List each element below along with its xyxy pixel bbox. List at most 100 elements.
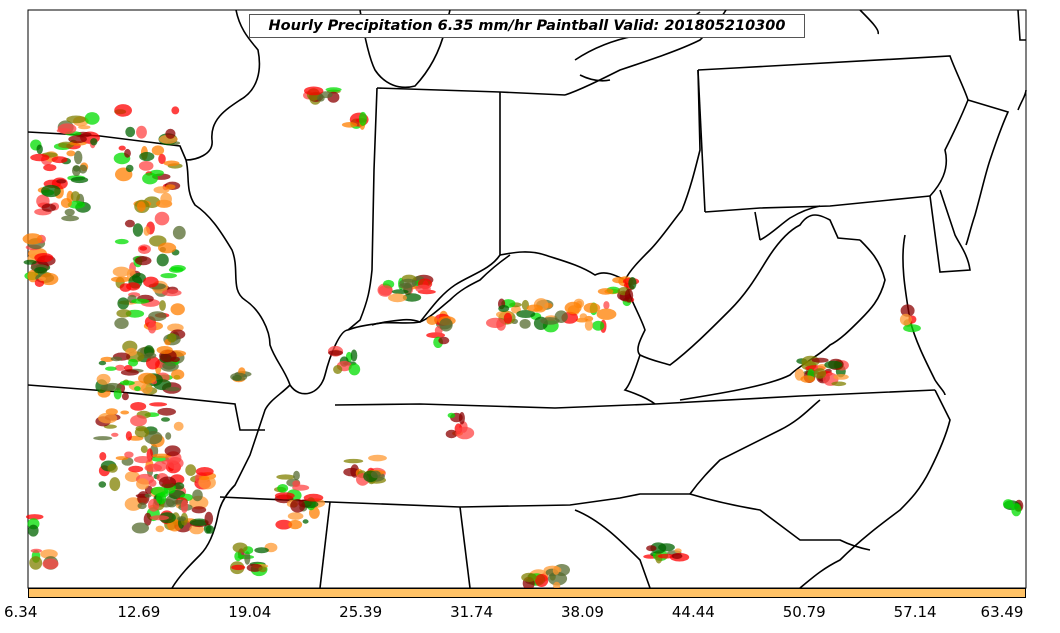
missouri-arkansas-border xyxy=(27,384,265,431)
illinois-west-border xyxy=(185,159,349,395)
precip-blob xyxy=(304,86,324,96)
precip-blob xyxy=(813,368,827,379)
precip-blob xyxy=(137,502,147,510)
precip-blob xyxy=(40,549,58,559)
precip-blob xyxy=(900,304,915,317)
precip-blob xyxy=(198,475,210,481)
precip-blob xyxy=(185,464,197,476)
precip-blob xyxy=(230,372,248,382)
precip-blob xyxy=(144,352,157,359)
precip-blob xyxy=(173,482,185,490)
precip-blob xyxy=(98,360,107,366)
precip-blob xyxy=(34,253,54,263)
precip-blob xyxy=(128,465,144,473)
precip-blob xyxy=(167,333,177,343)
precip-blob xyxy=(114,317,129,329)
tennessee-east xyxy=(689,399,821,495)
precip-blob xyxy=(103,382,122,392)
precip-blob xyxy=(138,372,157,384)
precip-blob xyxy=(288,519,303,530)
georgia-border xyxy=(459,506,471,589)
precip-blob xyxy=(29,556,43,570)
precip-blob xyxy=(143,512,152,526)
precip-blob xyxy=(458,412,465,425)
precip-blob xyxy=(399,278,417,288)
precip-blob xyxy=(811,357,829,363)
precip-blob xyxy=(170,303,185,316)
precip-blob xyxy=(158,242,177,254)
precip-blob xyxy=(486,317,506,328)
kentucky-north-ohio-river xyxy=(347,254,511,331)
precip-blob xyxy=(302,519,309,524)
precip-blob xyxy=(115,364,125,371)
precip-blob xyxy=(160,273,177,279)
precip-blob xyxy=(158,153,166,165)
precip-blob xyxy=(341,122,358,128)
precip-blob xyxy=(111,432,119,437)
precip-blob xyxy=(140,383,153,394)
precip-blob xyxy=(147,321,157,334)
precip-blob xyxy=(140,445,148,454)
precip-blob xyxy=(127,358,139,367)
ny-nj xyxy=(965,99,1010,246)
precip-blob xyxy=(158,476,177,489)
precip-blob xyxy=(115,456,129,461)
indiana-east-border xyxy=(371,92,501,326)
precip-blob xyxy=(155,525,165,533)
precip-blob xyxy=(303,493,324,502)
precip-blob xyxy=(43,164,57,172)
precip-blob xyxy=(68,135,87,144)
precip-blob xyxy=(162,361,176,370)
precip-blob xyxy=(192,489,203,502)
precip-blob xyxy=(146,356,160,370)
precip-blob xyxy=(100,356,114,362)
precip-blob xyxy=(370,470,381,479)
precip-blob xyxy=(343,458,364,464)
colorbar-tick-label: 38.09 xyxy=(560,603,604,621)
mississippi-river xyxy=(171,384,291,589)
precip-blob xyxy=(526,304,543,312)
precip-blob xyxy=(1002,499,1014,509)
maryland-panhandle xyxy=(754,205,821,241)
precip-blob xyxy=(66,115,86,124)
colorbar-tick-label: 63.49 xyxy=(980,603,1024,621)
precip-blob xyxy=(547,571,568,586)
precip-blob xyxy=(126,282,141,291)
precip-blob xyxy=(171,369,185,380)
precip-blob xyxy=(23,259,37,265)
precip-blob xyxy=(116,309,132,318)
precip-blob xyxy=(439,318,453,332)
precip-blob xyxy=(114,104,132,117)
precip-blob xyxy=(293,470,300,481)
colorbar-tick-label: 19.04 xyxy=(228,603,272,621)
precip-blob xyxy=(130,402,147,411)
precip-blob xyxy=(596,308,617,320)
precip-blob xyxy=(74,150,83,165)
precip-blob xyxy=(120,410,130,415)
precip-blob xyxy=(118,145,126,151)
precip-blob xyxy=(516,310,536,318)
precip-blob xyxy=(180,499,188,513)
precip-blob xyxy=(426,316,438,325)
precip-blob xyxy=(143,276,159,288)
precip-blob xyxy=(148,479,157,487)
precip-blob xyxy=(177,516,187,522)
precip-blob xyxy=(67,200,86,209)
precip-blob xyxy=(134,456,152,464)
precip-blob xyxy=(66,150,76,157)
precip-blob xyxy=(234,551,242,562)
precip-blob xyxy=(124,148,131,158)
precip-blob xyxy=(164,445,181,457)
precip-blob xyxy=(328,350,343,356)
precip-blob xyxy=(119,380,135,386)
precip-blob xyxy=(114,238,129,245)
virginia-south-border xyxy=(654,389,936,405)
precip-blob xyxy=(498,305,510,312)
precip-blob xyxy=(628,277,637,290)
precip-blob xyxy=(38,276,46,281)
precip-blob xyxy=(624,288,634,303)
indiana-illinois-border xyxy=(347,87,378,331)
precip-blob xyxy=(290,499,306,513)
state-borders xyxy=(27,9,1027,589)
precip-blob xyxy=(148,498,160,512)
